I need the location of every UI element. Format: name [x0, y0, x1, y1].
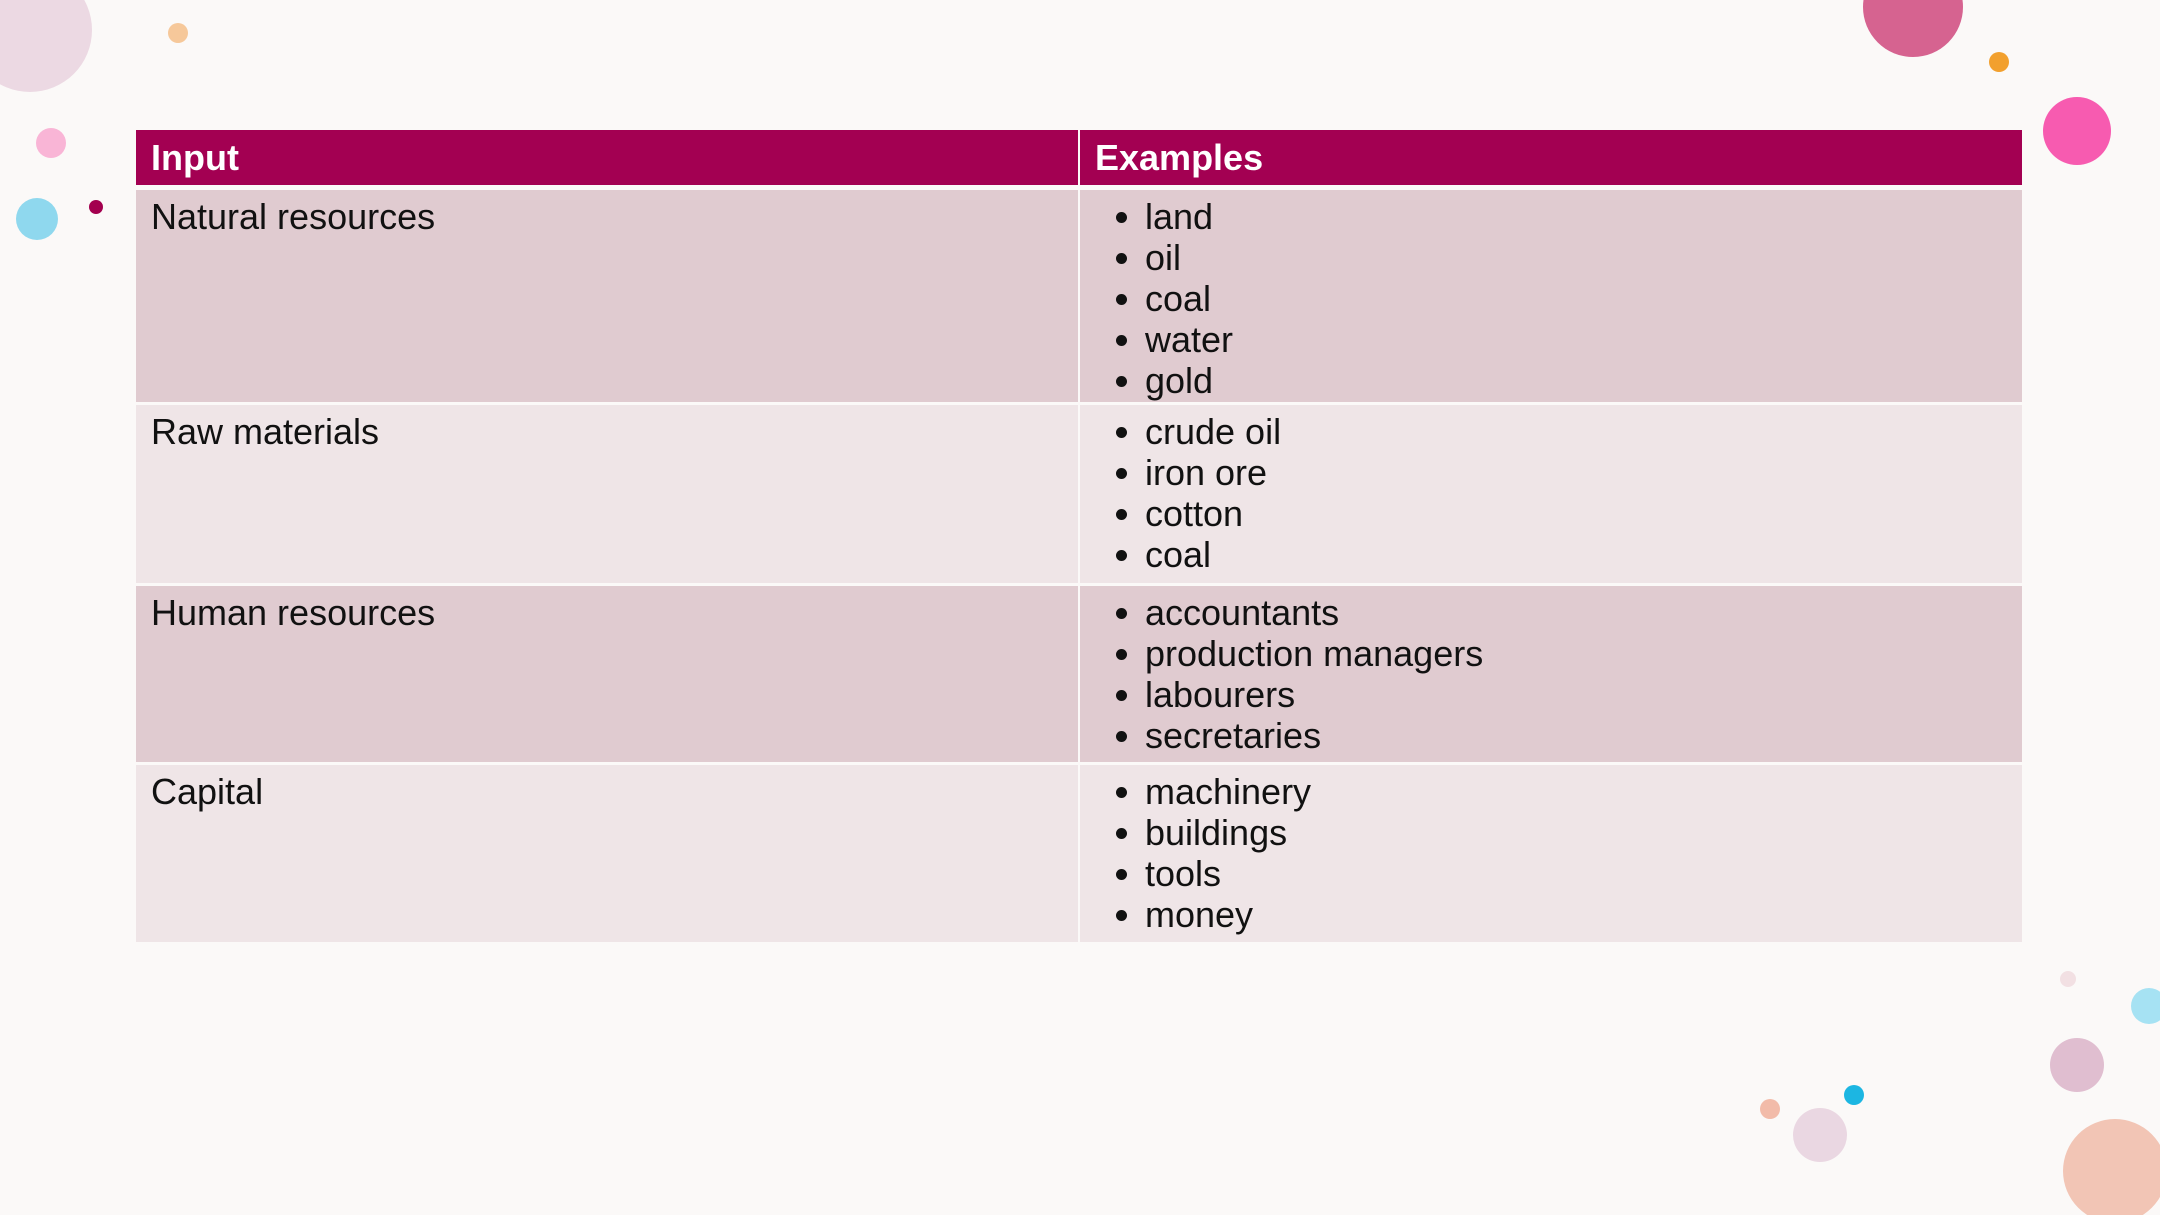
example-item: crude oil — [1145, 411, 2007, 452]
examples-list: crude oiliron orecottoncoal — [1095, 411, 2007, 575]
table-row: Capital machinerybuildingstoolsmoney — [136, 762, 2022, 942]
example-item: oil — [1145, 237, 2007, 278]
input-cell: Natural resources — [136, 187, 1079, 404]
example-item: accountants — [1145, 592, 2007, 633]
header-cell: Input — [136, 130, 1079, 190]
examples-cell: crude oiliron orecottoncoal — [1078, 402, 2022, 585]
input-label: Natural resources — [151, 196, 436, 237]
example-item: secretaries — [1145, 715, 2007, 756]
table-row: Raw materials crude oiliron orecottoncoal — [136, 402, 2022, 585]
table-row: Human resources accountantsproduction man… — [136, 583, 2022, 764]
input-cell: Raw materials — [136, 402, 1079, 585]
examples-cell: accountantsproduction managerslabourerss… — [1078, 583, 2022, 764]
input-label: Human resources — [151, 592, 436, 633]
examples-list: machinerybuildingstoolsmoney — [1095, 771, 2007, 935]
example-item: labourers — [1145, 674, 2007, 715]
example-item: water — [1145, 319, 2007, 360]
example-item: land — [1145, 196, 2007, 237]
example-item: gold — [1145, 360, 2007, 401]
example-item: buildings — [1145, 812, 2007, 853]
table-row: Natural resources landoilcoalwatergold — [136, 187, 2022, 404]
input-cell: Capital — [136, 762, 1079, 942]
examples-list: landoilcoalwatergold — [1095, 196, 2007, 401]
example-item: iron ore — [1145, 452, 2007, 493]
example-item: machinery — [1145, 771, 2007, 812]
table-body: Natural resourceslandoilcoalwatergoldRaw… — [136, 187, 2022, 942]
example-item: tools — [1145, 853, 2007, 894]
header-row: Input Examples — [136, 130, 2022, 190]
input-label: Capital — [151, 771, 264, 812]
header-cell: Examples — [1078, 130, 2022, 190]
examples-list: accountantsproduction managerslabourerss… — [1095, 592, 2007, 756]
examples-cell: landoilcoalwatergold — [1078, 187, 2022, 404]
example-item: coal — [1145, 534, 2007, 575]
examples-cell: machinerybuildingstoolsmoney — [1078, 762, 2022, 942]
input-cell: Human resources — [136, 583, 1079, 764]
example-item: coal — [1145, 278, 2007, 319]
example-item: cotton — [1145, 493, 2007, 534]
input-table: Input Examples Natural resourceslandoilc… — [136, 130, 2022, 942]
example-item: money — [1145, 894, 2007, 935]
input-label: Raw materials — [151, 411, 380, 452]
example-item: production managers — [1145, 633, 2007, 674]
